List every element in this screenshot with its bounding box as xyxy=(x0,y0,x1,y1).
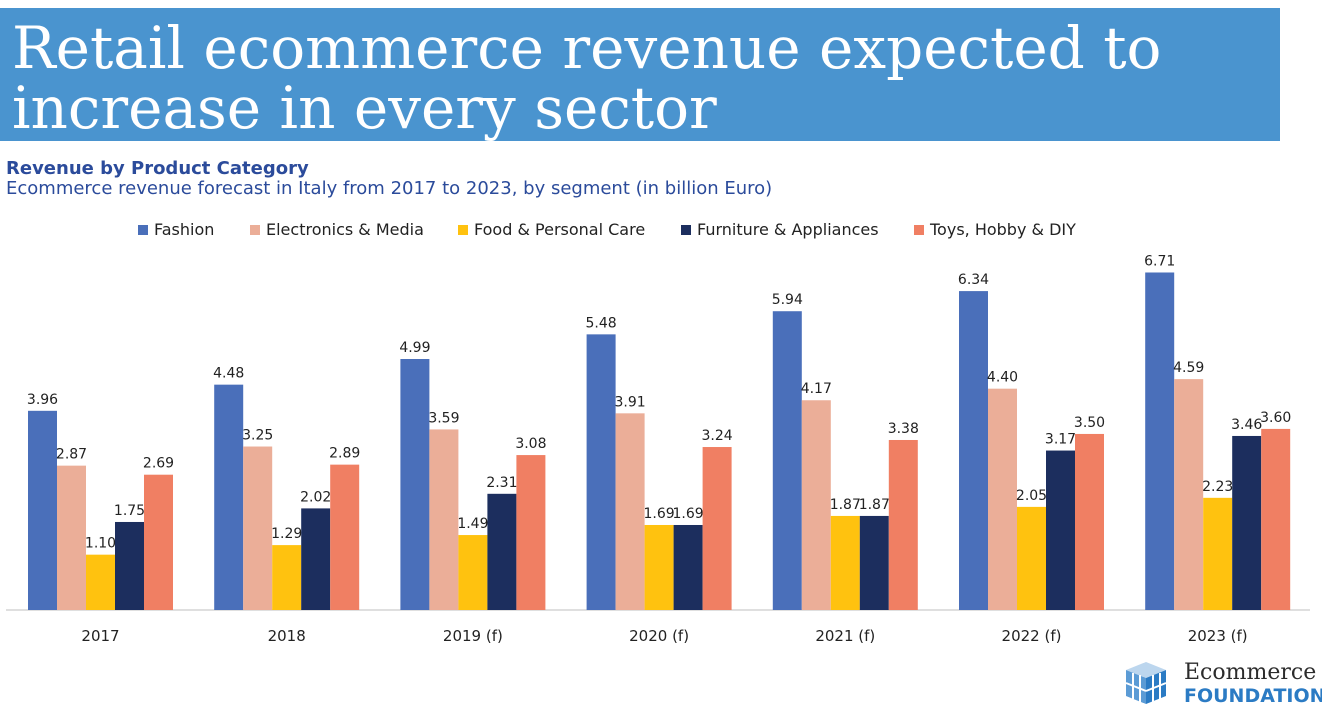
cube-logo-icon xyxy=(1125,662,1167,704)
legend-label-electronics-media: Electronics & Media xyxy=(266,220,424,239)
data-label-fashion-2021-f: 5.94 xyxy=(772,292,803,308)
data-label-furniture-appliances-2023-f: 3.46 xyxy=(1231,417,1262,433)
data-label-electronics-media-2021-f: 4.17 xyxy=(801,381,832,397)
bar-chart: Fashion Electronics & Media Food & Persona… xyxy=(6,220,1310,645)
bar-furniture-appliances-2018 xyxy=(301,508,331,610)
data-label-food-personal-care-2017: 1.10 xyxy=(85,536,116,552)
data-label-furniture-appliances-2017: 1.75 xyxy=(114,503,145,519)
data-label-electronics-media-2022-f: 4.40 xyxy=(987,370,1018,386)
legend-label-furniture-appliances: Furniture & Appliances xyxy=(697,220,879,239)
bar-toys-hobby-diy-2021-f xyxy=(888,439,918,610)
data-label-fashion-2019-f: 4.99 xyxy=(399,340,430,356)
bar-fashion-2020-f xyxy=(586,334,616,610)
bar-electronics-media-2023-f xyxy=(1174,379,1204,610)
data-label-electronics-media-2018: 3.25 xyxy=(242,428,273,444)
data-label-furniture-appliances-2020-f: 1.69 xyxy=(673,506,704,522)
data-label-fashion-2017: 3.96 xyxy=(27,392,58,408)
legend-label-fashion: Fashion xyxy=(154,220,214,239)
data-label-food-personal-care-2022-f: 2.05 xyxy=(1016,488,1047,504)
x-tick-label-2018: 2018 xyxy=(268,627,306,645)
bar-electronics-media-2022-f xyxy=(988,388,1017,610)
data-label-fashion-2018: 4.48 xyxy=(213,366,244,382)
bar-food-personal-care-2017 xyxy=(86,554,115,610)
bar-electronics-media-2018 xyxy=(243,446,273,610)
legend-swatch-fashion xyxy=(138,225,148,235)
data-label-fashion-2022-f: 6.34 xyxy=(958,272,989,288)
bar-furniture-appliances-2022-f xyxy=(1046,450,1075,610)
bar-electronics-media-2021-f xyxy=(801,400,831,610)
bar-fashion-2018 xyxy=(214,384,244,610)
data-label-furniture-appliances-2022-f: 3.17 xyxy=(1045,432,1076,448)
data-label-furniture-appliances-2018: 2.02 xyxy=(300,489,331,505)
chart-subheading: Ecommerce revenue forecast in Italy from… xyxy=(6,178,773,199)
bar-toys-hobby-diy-2017 xyxy=(144,474,173,610)
x-tick-label-2020-f: 2020 (f) xyxy=(629,627,689,645)
bar-food-personal-care-2019-f xyxy=(458,535,488,610)
data-label-food-personal-care-2020-f: 1.69 xyxy=(644,506,675,522)
bar-electronics-media-2017 xyxy=(57,465,86,610)
bar-fashion-2021-f xyxy=(772,311,802,610)
data-label-toys-hobby-diy-2023-f: 3.60 xyxy=(1260,410,1291,426)
data-label-fashion-2023-f: 6.71 xyxy=(1144,253,1175,269)
data-label-electronics-media-2020-f: 3.91 xyxy=(615,394,646,410)
bar-toys-hobby-diy-2022-f xyxy=(1075,433,1104,610)
bar-fashion-2022-f xyxy=(959,291,988,610)
bar-electronics-media-2020-f xyxy=(615,413,645,610)
bar-food-personal-care-2020-f xyxy=(644,524,674,610)
x-tick-label-2017: 2017 xyxy=(81,627,119,645)
logo-text-foundation: FOUNDATION xyxy=(1184,685,1322,707)
bar-electronics-media-2019-f xyxy=(429,429,459,610)
data-label-electronics-media-2019-f: 3.59 xyxy=(428,410,459,426)
x-tick-label-2021-f: 2021 (f) xyxy=(815,627,875,645)
legend-swatch-electronics-media xyxy=(250,225,260,235)
bar-furniture-appliances-2020-f xyxy=(673,524,703,610)
logo-text-ecommerce: Ecommerce xyxy=(1184,660,1317,685)
data-label-food-personal-care-2021-f: 1.87 xyxy=(830,497,861,513)
title-banner: Retail ecommerce revenue expected to inc… xyxy=(0,8,1280,141)
data-label-toys-hobby-diy-2019-f: 3.08 xyxy=(515,436,546,452)
bar-furniture-appliances-2017 xyxy=(115,521,144,610)
data-label-fashion-2020-f: 5.48 xyxy=(586,315,617,331)
data-label-electronics-media-2023-f: 4.59 xyxy=(1173,360,1204,376)
bar-food-personal-care-2022-f xyxy=(1017,506,1046,610)
legend-label-food-personal-care: Food & Personal Care xyxy=(474,220,645,239)
x-tick-label-2023-f: 2023 (f) xyxy=(1188,627,1248,645)
page-title: Retail ecommerce revenue expected to inc… xyxy=(12,14,1162,142)
bar-toys-hobby-diy-2020-f xyxy=(702,447,732,610)
x-tick-label-2022-f: 2022 (f) xyxy=(1002,627,1062,645)
bar-toys-hobby-diy-2023-f xyxy=(1261,428,1291,610)
bar-fashion-2023-f xyxy=(1145,272,1175,610)
bar-fashion-2019-f xyxy=(400,359,430,610)
bar-toys-hobby-diy-2018 xyxy=(330,464,360,610)
data-label-furniture-appliances-2019-f: 2.31 xyxy=(486,475,517,491)
bar-food-personal-care-2018 xyxy=(272,545,302,610)
legend-swatch-toys-hobby-diy xyxy=(914,225,924,235)
data-label-food-personal-care-2018: 1.29 xyxy=(271,526,302,542)
legend-label-toys-hobby-diy: Toys, Hobby & DIY xyxy=(929,220,1076,239)
bar-furniture-appliances-2019-f xyxy=(487,493,517,610)
data-label-toys-hobby-diy-2021-f: 3.38 xyxy=(888,421,919,437)
x-tick-label-2019-f: 2019 (f) xyxy=(443,627,503,645)
bar-furniture-appliances-2023-f xyxy=(1232,435,1262,610)
bar-food-personal-care-2023-f xyxy=(1203,497,1233,610)
legend-swatch-furniture-appliances xyxy=(681,225,691,235)
bar-food-personal-care-2021-f xyxy=(830,515,860,610)
legend-swatch-food-personal-care xyxy=(458,225,468,235)
data-label-toys-hobby-diy-2022-f: 3.50 xyxy=(1074,415,1105,431)
data-label-furniture-appliances-2021-f: 1.87 xyxy=(859,497,890,513)
bar-furniture-appliances-2021-f xyxy=(859,515,889,610)
data-label-food-personal-care-2023-f: 2.23 xyxy=(1202,479,1233,495)
data-label-toys-hobby-diy-2020-f: 3.24 xyxy=(702,428,733,444)
data-label-electronics-media-2017: 2.87 xyxy=(56,447,87,463)
bar-fashion-2017 xyxy=(28,410,57,610)
ecommerce-foundation-logo: Ecommerce FOUNDATION xyxy=(1116,654,1322,710)
data-label-food-personal-care-2019-f: 1.49 xyxy=(457,516,488,532)
data-label-toys-hobby-diy-2017: 2.69 xyxy=(143,456,174,472)
data-label-toys-hobby-diy-2018: 2.89 xyxy=(329,446,360,462)
bar-toys-hobby-diy-2019-f xyxy=(516,455,546,610)
chart-heading: Revenue by Product Category xyxy=(6,158,309,179)
